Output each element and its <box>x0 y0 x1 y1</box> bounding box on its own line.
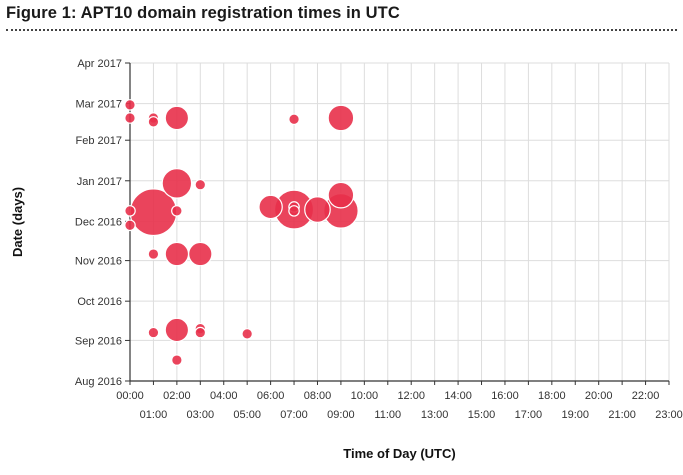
x-tick-label: 15:00 <box>468 409 496 421</box>
x-tick-label: 06:00 <box>257 390 285 402</box>
data-bubble <box>304 196 331 223</box>
x-axis-label: Time of Day (UTC) <box>343 446 455 461</box>
data-bubble <box>147 116 160 128</box>
x-tick-label: 19:00 <box>561 409 589 421</box>
x-tick-label: 21:00 <box>608 409 636 421</box>
x-tick-label: 01:00 <box>140 409 168 421</box>
x-tick-label: 07:00 <box>280 409 308 421</box>
x-tick-label: 23:00 <box>655 409 683 421</box>
data-bubble <box>288 113 300 126</box>
y-tick-label: Nov 2016 <box>75 256 122 268</box>
data-bubble <box>327 181 355 209</box>
x-tick-label: 08:00 <box>304 390 332 402</box>
x-tick-label: 04:00 <box>210 390 238 402</box>
y-tick-label: Sep 2016 <box>75 335 122 347</box>
y-tick-label: Dec 2016 <box>75 216 122 228</box>
y-tick-label: Aug 2016 <box>75 376 122 388</box>
data-bubble <box>288 205 300 217</box>
x-tick-label: 09:00 <box>327 409 355 421</box>
data-bubble <box>241 328 253 340</box>
data-bubble <box>327 104 355 132</box>
x-tick-label: 20:00 <box>585 390 613 402</box>
y-tick-labels: Aug 2016 Sep 2016 Oct 2016 Nov 2016 Dec 2016… <box>75 58 122 388</box>
figure-title: Figure 1: APT10 domain registration time… <box>6 4 400 22</box>
x-tick-label: 12:00 <box>397 390 425 402</box>
data-bubble <box>124 219 136 232</box>
data-bubble <box>164 241 190 267</box>
x-tick-label: 14:00 <box>444 390 472 402</box>
x-tick-label: 22:00 <box>632 390 660 402</box>
x-tick-label: 17:00 <box>515 409 543 421</box>
x-tick-label: 02:00 <box>163 390 191 402</box>
y-tick-label: Apr 2017 <box>77 58 122 70</box>
data-bubble <box>194 326 207 339</box>
data-bubble <box>194 178 207 191</box>
x-tick-label: 16:00 <box>491 390 519 402</box>
x-tick-labels: 00:00 01:00 02:00 03:00 04:00 05:00 06:00 07:00… <box>116 390 683 421</box>
title-divider <box>6 29 677 31</box>
data-bubble <box>164 105 190 131</box>
x-tick-label: 03:00 <box>187 409 215 421</box>
data-bubble <box>258 194 283 220</box>
x-tick-label: 00:00 <box>116 390 144 402</box>
data-bubble <box>164 317 190 343</box>
y-tick-label: Feb 2017 <box>76 135 122 147</box>
data-bubble <box>147 248 160 260</box>
bubble-series <box>124 99 359 366</box>
data-bubble <box>124 99 136 111</box>
data-bubble <box>188 241 213 267</box>
x-tick-label: 13:00 <box>421 409 449 421</box>
y-tick-label: Mar 2017 <box>76 99 122 111</box>
data-bubble <box>124 112 136 124</box>
y-tick-label: Jan 2017 <box>77 176 122 188</box>
data-bubble <box>171 205 183 217</box>
data-bubble <box>171 354 183 366</box>
chart-grid <box>130 62 670 381</box>
chart-axes <box>125 62 670 385</box>
y-tick-label: Oct 2016 <box>77 296 122 308</box>
y-axis-label: Date (days) <box>10 187 25 257</box>
data-bubble <box>124 205 136 217</box>
x-tick-label: 18:00 <box>538 390 566 402</box>
x-tick-label: 05:00 <box>233 409 261 421</box>
data-bubble <box>147 326 160 339</box>
x-tick-label: 10:00 <box>351 390 379 402</box>
x-tick-label: 11:00 <box>374 409 401 421</box>
data-bubble <box>161 168 193 199</box>
